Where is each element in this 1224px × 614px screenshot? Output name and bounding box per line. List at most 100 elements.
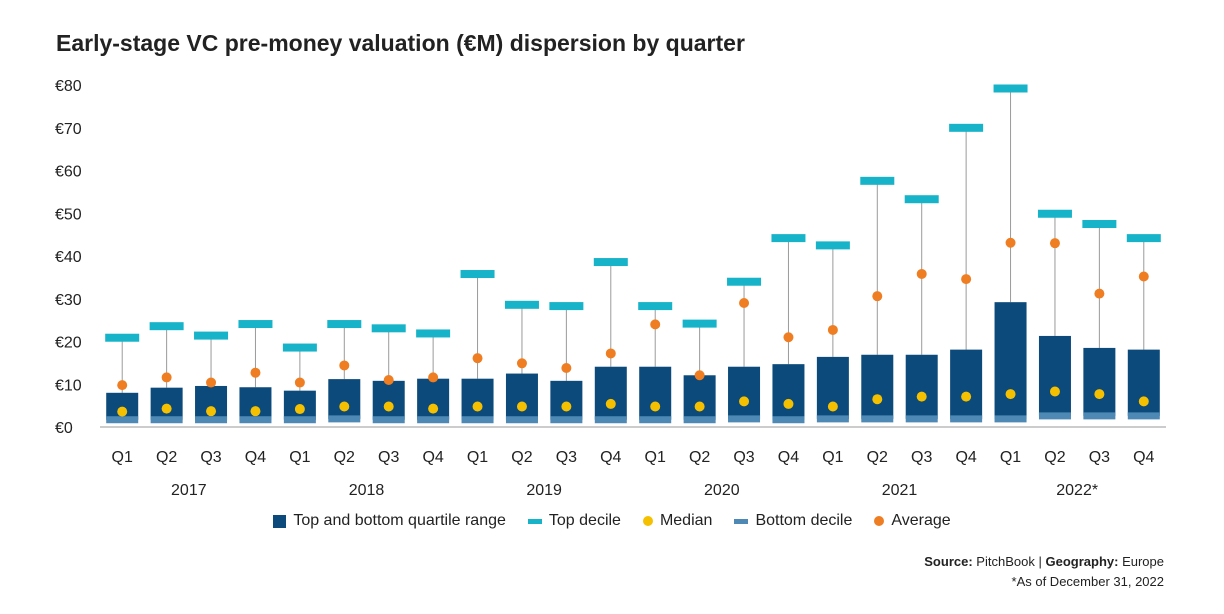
average-point <box>117 380 128 391</box>
x-tick-label: Q4 <box>422 449 443 466</box>
as-of-note: *As of December 31, 2022 <box>1011 574 1164 589</box>
average-point <box>961 274 972 285</box>
bottom-decile-marker <box>683 416 716 424</box>
x-tick-label: Q4 <box>1133 449 1154 466</box>
median-point <box>872 394 883 405</box>
y-tick-label: €10 <box>55 377 82 394</box>
legend-swatch-median <box>642 516 653 526</box>
y-tick-label: €80 <box>55 78 82 95</box>
legend-label-average: Average <box>891 512 951 529</box>
quartile-bar <box>905 354 938 419</box>
median-point <box>250 406 261 417</box>
bottom-decile-marker <box>594 416 627 424</box>
top-decile-marker <box>993 84 1028 93</box>
quartile-bar <box>550 380 583 420</box>
y-tick-label: €50 <box>55 206 82 223</box>
year-label: 2022* <box>1056 482 1098 499</box>
quartile-bar <box>994 302 1027 419</box>
legend-item-average: Average <box>874 512 951 530</box>
x-tick-label: Q4 <box>600 449 621 466</box>
year-label: 2019 <box>526 482 562 499</box>
bottom-decile-marker <box>1127 412 1160 420</box>
year-label: 2020 <box>704 482 740 499</box>
legend-swatch-bottom-decile <box>734 518 749 524</box>
average-point <box>739 298 750 309</box>
legend-item-top-decile: Top decile <box>527 512 621 530</box>
x-tick-label: Q1 <box>822 449 843 466</box>
top-decile-marker <box>682 319 717 328</box>
y-tick-label: €60 <box>55 164 82 181</box>
x-tick-label: Q3 <box>556 449 577 466</box>
x-tick-label: Q3 <box>200 449 221 466</box>
average-point <box>827 324 838 335</box>
median-point <box>1138 396 1149 407</box>
x-tick-label: Q2 <box>1044 449 1065 466</box>
median-point <box>294 404 305 415</box>
average-point <box>250 367 261 378</box>
median-point <box>783 398 794 409</box>
source-separator: | <box>1038 554 1042 569</box>
legend-swatch-quartile <box>273 514 287 528</box>
legend-label-quartile: Top and bottom quartile range <box>293 512 506 529</box>
bottom-decile-marker <box>861 415 894 423</box>
source-label: Source: <box>924 554 973 569</box>
bottom-decile-marker <box>1083 412 1116 420</box>
legend-label-bottom-decile: Bottom decile <box>755 512 853 529</box>
average-point <box>561 363 572 374</box>
median-point <box>605 398 616 409</box>
top-decile-marker <box>949 123 984 132</box>
bottom-decile-marker <box>150 416 183 424</box>
quartile-bar <box>594 366 627 420</box>
average-point <box>383 374 394 385</box>
bottom-decile-marker <box>994 415 1027 423</box>
top-decile-marker <box>149 322 184 331</box>
top-decile-marker <box>282 343 317 352</box>
y-tick-label: €30 <box>55 292 82 309</box>
y-tick-label: €0 <box>55 420 73 437</box>
average-point <box>161 372 172 383</box>
median-point <box>117 406 128 417</box>
average-point <box>206 377 217 388</box>
x-tick-label: Q3 <box>911 449 932 466</box>
y-tick-label: €20 <box>55 335 82 352</box>
top-decile-marker <box>460 270 495 279</box>
bottom-decile-marker <box>239 416 272 424</box>
average-point <box>872 291 883 302</box>
x-tick-label: Q4 <box>955 449 976 466</box>
quartile-bar <box>861 354 894 419</box>
legend-swatch-top-decile <box>527 518 542 524</box>
average-point <box>916 268 927 279</box>
average-point <box>1138 271 1149 282</box>
top-decile-marker <box>815 241 850 250</box>
source-note: Source: PitchBook | Geography: Europe *A… <box>924 552 1164 592</box>
x-tick-label: Q3 <box>1089 449 1110 466</box>
top-decile-marker <box>105 333 140 342</box>
year-label: 2017 <box>171 482 207 499</box>
chart-legend: Top and bottom quartile range Top decile… <box>0 512 1224 530</box>
x-tick-label: Q4 <box>245 449 266 466</box>
x-tick-label: Q1 <box>289 449 310 466</box>
x-tick-label: Q2 <box>334 449 355 466</box>
legend-label-median: Median <box>659 512 713 529</box>
median-point <box>1005 389 1016 400</box>
quartile-bar <box>461 378 494 420</box>
average-point <box>472 353 483 364</box>
top-decile-marker <box>1082 220 1117 229</box>
legend-item-bottom-decile: Bottom decile <box>734 512 852 530</box>
bottom-decile-marker <box>639 416 672 424</box>
bottom-decile-marker <box>505 416 538 424</box>
legend-label-top-decile: Top decile <box>548 512 621 529</box>
top-decile-marker <box>194 331 229 340</box>
median-point <box>961 391 972 402</box>
y-tick-label: €40 <box>55 249 82 266</box>
average-point <box>428 372 439 383</box>
median-point <box>1094 389 1105 400</box>
top-decile-marker <box>727 277 762 286</box>
median-point <box>1049 386 1060 397</box>
top-decile-marker <box>504 300 539 309</box>
x-tick-label: Q1 <box>645 449 666 466</box>
bottom-decile-marker <box>106 416 139 424</box>
x-tick-label: Q2 <box>689 449 710 466</box>
median-point <box>206 406 217 417</box>
average-point <box>516 358 527 369</box>
